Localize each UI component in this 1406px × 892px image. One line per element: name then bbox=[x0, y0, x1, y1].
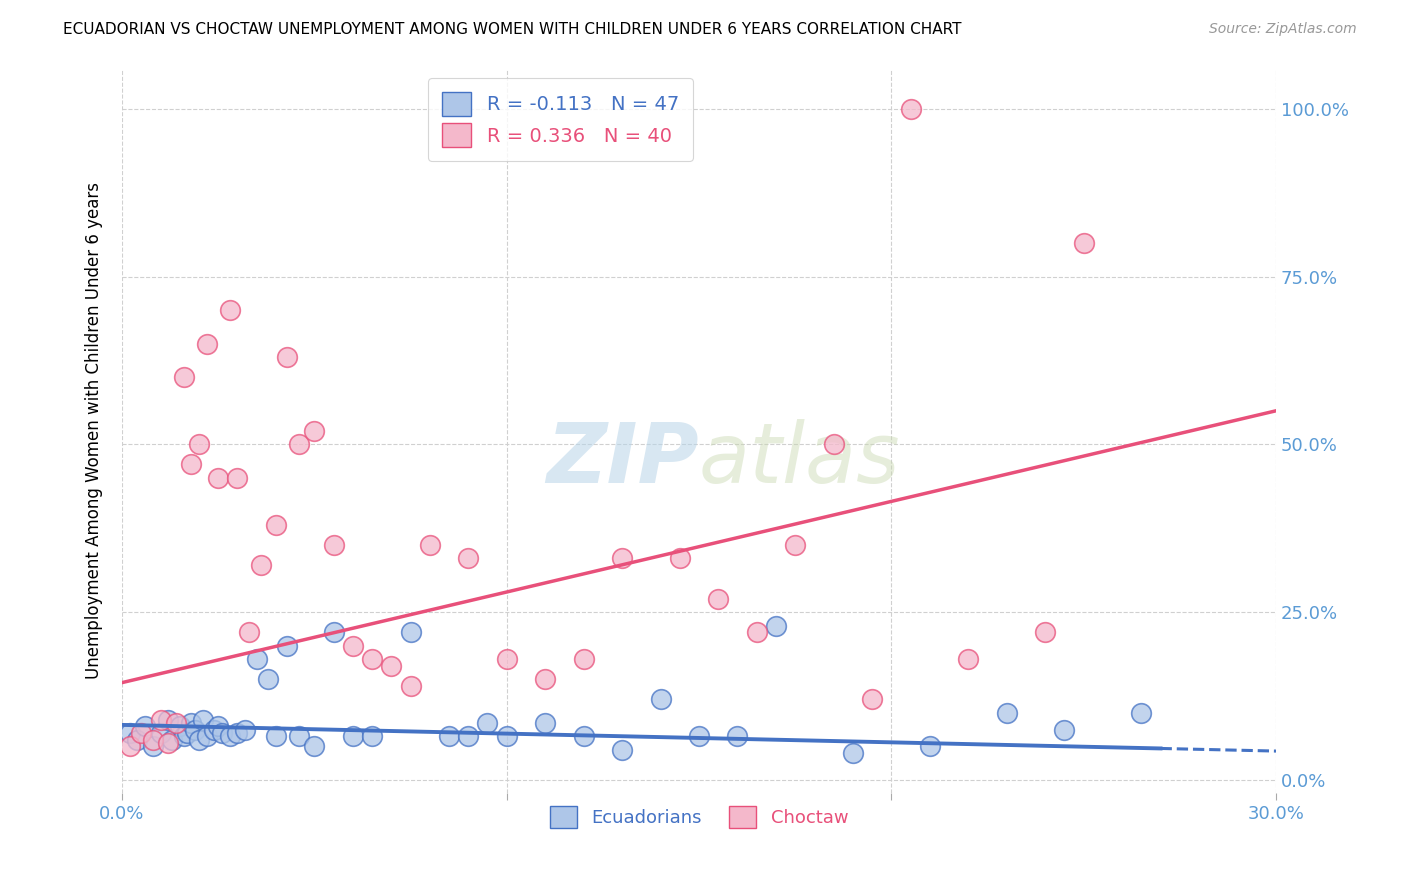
Point bbox=[173, 729, 195, 743]
Point bbox=[118, 726, 141, 740]
Point bbox=[180, 715, 202, 730]
Point bbox=[957, 652, 980, 666]
Point bbox=[288, 437, 311, 451]
Point bbox=[246, 652, 269, 666]
Point bbox=[188, 732, 211, 747]
Point bbox=[211, 726, 233, 740]
Point bbox=[361, 652, 384, 666]
Point bbox=[264, 729, 287, 743]
Point bbox=[142, 732, 165, 747]
Point bbox=[129, 726, 152, 740]
Point bbox=[707, 591, 730, 606]
Point bbox=[157, 736, 180, 750]
Point bbox=[900, 102, 922, 116]
Point bbox=[288, 729, 311, 743]
Point bbox=[207, 471, 229, 485]
Point bbox=[226, 726, 249, 740]
Point bbox=[218, 729, 240, 743]
Point bbox=[118, 739, 141, 754]
Point bbox=[842, 746, 865, 760]
Point bbox=[745, 625, 768, 640]
Point bbox=[610, 742, 633, 756]
Point bbox=[342, 639, 364, 653]
Point bbox=[342, 729, 364, 743]
Point bbox=[477, 715, 499, 730]
Point bbox=[785, 538, 807, 552]
Text: atlas: atlas bbox=[699, 419, 901, 500]
Point bbox=[437, 729, 460, 743]
Text: ZIP: ZIP bbox=[547, 419, 699, 500]
Point bbox=[160, 732, 183, 747]
Point bbox=[1033, 625, 1056, 640]
Point bbox=[399, 625, 422, 640]
Point bbox=[180, 458, 202, 472]
Point bbox=[202, 723, 225, 737]
Point bbox=[195, 729, 218, 743]
Point bbox=[399, 679, 422, 693]
Point bbox=[127, 732, 149, 747]
Point bbox=[918, 739, 941, 754]
Point bbox=[191, 713, 214, 727]
Point bbox=[173, 370, 195, 384]
Point bbox=[361, 729, 384, 743]
Point bbox=[860, 692, 883, 706]
Point bbox=[688, 729, 710, 743]
Point bbox=[650, 692, 672, 706]
Point bbox=[157, 713, 180, 727]
Point bbox=[322, 625, 344, 640]
Point bbox=[457, 551, 479, 566]
Point bbox=[495, 729, 517, 743]
Point bbox=[322, 538, 344, 552]
Point bbox=[165, 715, 187, 730]
Point bbox=[1130, 706, 1153, 720]
Text: Source: ZipAtlas.com: Source: ZipAtlas.com bbox=[1209, 22, 1357, 37]
Point bbox=[572, 652, 595, 666]
Legend: Ecuadorians, Choctaw: Ecuadorians, Choctaw bbox=[543, 798, 855, 835]
Point bbox=[610, 551, 633, 566]
Point bbox=[1073, 235, 1095, 250]
Point bbox=[668, 551, 690, 566]
Text: ECUADORIAN VS CHOCTAW UNEMPLOYMENT AMONG WOMEN WITH CHILDREN UNDER 6 YEARS CORRE: ECUADORIAN VS CHOCTAW UNEMPLOYMENT AMONG… bbox=[63, 22, 962, 37]
Point bbox=[149, 726, 172, 740]
Point bbox=[765, 618, 787, 632]
Point bbox=[176, 726, 198, 740]
Point bbox=[226, 471, 249, 485]
Point bbox=[823, 437, 845, 451]
Point bbox=[142, 739, 165, 754]
Point bbox=[572, 729, 595, 743]
Point bbox=[419, 538, 441, 552]
Point bbox=[534, 715, 557, 730]
Point bbox=[233, 723, 256, 737]
Point bbox=[238, 625, 260, 640]
Point bbox=[995, 706, 1018, 720]
Point bbox=[727, 729, 749, 743]
Point bbox=[249, 558, 271, 573]
Point bbox=[457, 729, 479, 743]
Point bbox=[304, 424, 326, 438]
Y-axis label: Unemployment Among Women with Children Under 6 years: Unemployment Among Women with Children U… bbox=[86, 183, 103, 680]
Point bbox=[495, 652, 517, 666]
Point bbox=[218, 303, 240, 318]
Point bbox=[134, 719, 156, 733]
Point bbox=[207, 719, 229, 733]
Point bbox=[276, 639, 298, 653]
Point bbox=[276, 350, 298, 364]
Point bbox=[169, 719, 191, 733]
Point bbox=[264, 517, 287, 532]
Point bbox=[188, 437, 211, 451]
Point bbox=[195, 336, 218, 351]
Point bbox=[149, 713, 172, 727]
Point bbox=[304, 739, 326, 754]
Point bbox=[534, 672, 557, 686]
Point bbox=[1053, 723, 1076, 737]
Point bbox=[257, 672, 280, 686]
Point bbox=[380, 658, 402, 673]
Point bbox=[184, 723, 207, 737]
